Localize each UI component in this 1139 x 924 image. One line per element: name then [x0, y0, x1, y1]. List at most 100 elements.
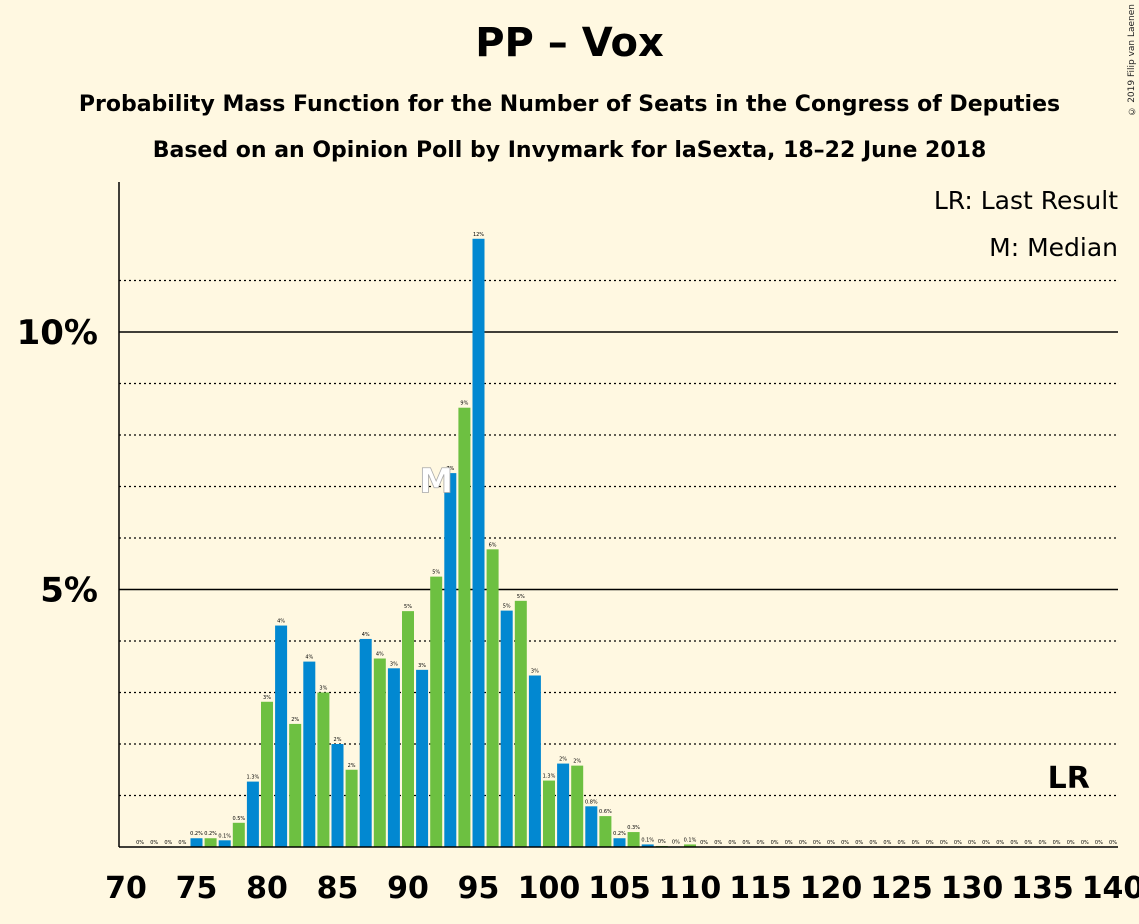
bar-value-label: 0%	[1067, 840, 1075, 846]
bar-value-label: 0%	[926, 840, 934, 846]
x-tick-label: 90	[387, 871, 429, 906]
bar	[641, 844, 654, 847]
bar	[190, 838, 203, 847]
bar-value-label: 0%	[1053, 840, 1061, 846]
bar-value-label: 5%	[503, 604, 511, 610]
bar-value-label: 0%	[1095, 840, 1103, 846]
x-tick-label: 95	[458, 871, 500, 906]
bar-value-label: 0%	[728, 840, 736, 846]
bar	[317, 692, 330, 847]
x-tick-label: 130	[941, 871, 1004, 906]
bar-value-label: 0%	[827, 840, 835, 846]
bar-value-label: 0%	[996, 840, 1004, 846]
bar	[543, 780, 555, 847]
legend-last-result: LR: Last Result	[933, 186, 1118, 215]
bar-value-label: 12%	[473, 232, 484, 238]
bar-value-label: 0%	[855, 840, 863, 846]
bar	[528, 675, 541, 847]
bar-value-label: 4%	[305, 655, 313, 661]
bar-value-label: 5%	[404, 604, 412, 610]
bar-value-label: 0%	[757, 840, 765, 846]
bar	[458, 407, 471, 847]
bar-value-label: 0%	[771, 840, 779, 846]
bar	[218, 840, 231, 847]
x-tick-label: 70	[105, 871, 147, 906]
bar-value-label: 0.8%	[585, 799, 598, 805]
bar-value-label: 0%	[136, 840, 144, 846]
bar	[627, 832, 640, 847]
bar-value-label: 0.3%	[627, 825, 640, 831]
bar	[500, 610, 513, 847]
bar-value-label: 0%	[813, 840, 821, 846]
bar-value-label: 6%	[489, 542, 497, 548]
chart-subtitle: Probability Mass Function for the Number…	[78, 92, 1061, 117]
bar	[246, 781, 259, 847]
bar-value-label: 3%	[418, 663, 426, 669]
bar-value-label: 2%	[559, 757, 567, 763]
bar-value-label: 0%	[714, 840, 722, 846]
x-tick-label: 100	[518, 871, 581, 906]
bar-value-label: 0%	[1024, 840, 1032, 846]
bar-value-label: 2%	[334, 737, 342, 743]
legend-median: M: Median	[989, 233, 1118, 262]
chart-title: PP – Vox	[475, 20, 664, 66]
bar	[486, 549, 499, 847]
bar-value-label: 0.2%	[613, 831, 626, 837]
bar	[416, 669, 429, 847]
bar	[402, 611, 414, 847]
x-tick-label: 110	[659, 871, 722, 906]
x-tick-label: 75	[176, 871, 218, 906]
bar	[613, 838, 626, 847]
bar-value-label: 0%	[883, 840, 891, 846]
chart-subtitle-source: Based on an Opinion Poll by Invymark for…	[152, 138, 987, 163]
bar-value-label: 2%	[348, 763, 356, 769]
y-tick-label: 10%	[17, 313, 98, 353]
bar-value-label: 0%	[785, 840, 793, 846]
bar-value-label: 0%	[178, 840, 186, 846]
bar	[684, 844, 696, 847]
bar-value-label: 0%	[658, 839, 666, 845]
bar-value-label: 3%	[263, 695, 271, 701]
x-tick-label: 105	[588, 871, 651, 906]
bar-value-label: 0%	[742, 840, 750, 846]
bar-value-label: 7%	[446, 466, 454, 472]
bar	[387, 668, 400, 847]
bar	[599, 816, 612, 847]
bar	[275, 625, 288, 847]
bar-value-label: 0%	[982, 840, 990, 846]
bar-value-label: 3%	[531, 669, 539, 675]
bar-value-label: 0%	[898, 840, 906, 846]
bar-value-label: 4%	[277, 619, 285, 625]
bar-value-label: 4%	[362, 632, 370, 638]
bar-value-label: 0%	[1039, 840, 1047, 846]
bar-value-label: 0.1%	[641, 837, 654, 843]
last-result-marker: LR	[1048, 761, 1090, 796]
bar-value-label: 0%	[912, 840, 920, 846]
bar	[204, 838, 217, 847]
bar-value-label: 1.3%	[543, 774, 556, 780]
bar	[472, 238, 485, 847]
bar-value-label: 4%	[376, 652, 384, 658]
bar-value-label: 0.5%	[232, 816, 245, 822]
bar-value-label: 0.2%	[204, 831, 217, 837]
bar	[261, 701, 273, 847]
bar-value-label: 0.2%	[190, 831, 203, 837]
bar	[303, 661, 316, 847]
x-tick-label: 125	[870, 871, 933, 906]
y-tick-label: 5%	[40, 571, 98, 611]
bar-value-label: 0%	[1109, 840, 1117, 846]
bar-value-label: 0%	[799, 840, 807, 846]
bar-value-label: 9%	[460, 401, 468, 407]
bar	[444, 473, 457, 847]
bar	[359, 638, 372, 847]
bar-value-label: 0.1%	[684, 837, 697, 843]
bar-value-label: 2%	[573, 759, 581, 765]
bar-value-label: 0%	[700, 840, 708, 846]
bar-value-label: 0%	[164, 840, 172, 846]
bar-value-label: 5%	[517, 594, 525, 600]
bar	[289, 723, 302, 847]
bar-value-label: 0%	[672, 839, 680, 845]
bar-value-label: 2%	[291, 717, 299, 723]
bar-value-label: 0%	[1010, 840, 1018, 846]
